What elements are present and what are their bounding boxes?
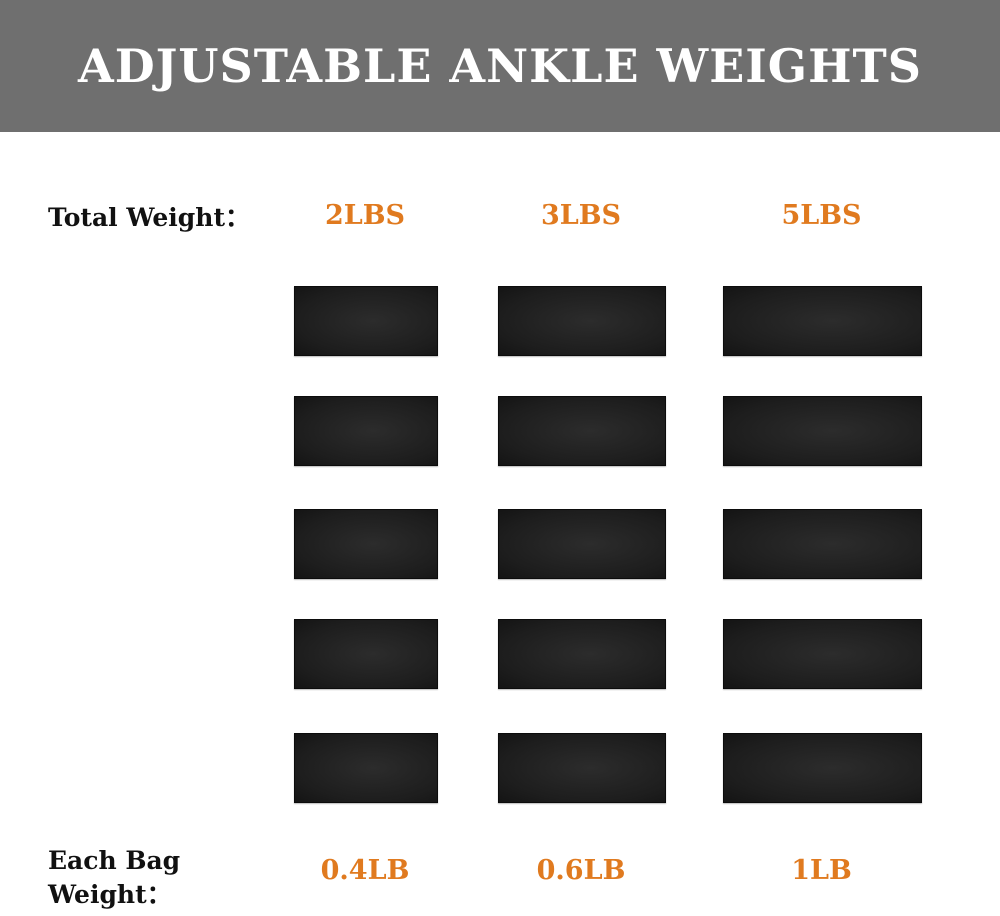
total-weight-label: Total Weight：: [48, 203, 251, 232]
total-weight-value: 3LBS: [540, 200, 622, 231]
each-bag-label-line2: Weight：: [48, 880, 172, 909]
weight-bag: [498, 733, 666, 803]
weight-bag: [498, 396, 666, 466]
weight-bag: [294, 396, 438, 466]
weight-bag: [723, 733, 922, 803]
page-title: ADJUSTABLE ANKLE WEIGHTS: [78, 39, 922, 93]
weight-bag: [723, 396, 922, 466]
each-bag-label-line1: Each Bag: [48, 846, 181, 875]
weight-bag: [723, 286, 922, 356]
each-bag-weight-value: 0.6LB: [536, 855, 626, 886]
weight-bag: [498, 286, 666, 356]
weight-bag: [498, 509, 666, 579]
weight-bag: [294, 733, 438, 803]
each-bag-weight-value: 1LB: [791, 855, 852, 886]
weight-bag: [294, 509, 438, 579]
total-weight-value: 5LBS: [781, 200, 862, 231]
weight-bag: [498, 619, 666, 689]
weight-bag: [294, 286, 438, 356]
title-banner: ADJUSTABLE ANKLE WEIGHTS: [0, 0, 1000, 132]
weight-bag: [723, 619, 922, 689]
total-weight-value: 2LBS: [324, 200, 406, 231]
each-bag-weight-value: 0.4LB: [320, 855, 410, 886]
weight-bag: [723, 509, 922, 579]
weight-bag: [294, 619, 438, 689]
